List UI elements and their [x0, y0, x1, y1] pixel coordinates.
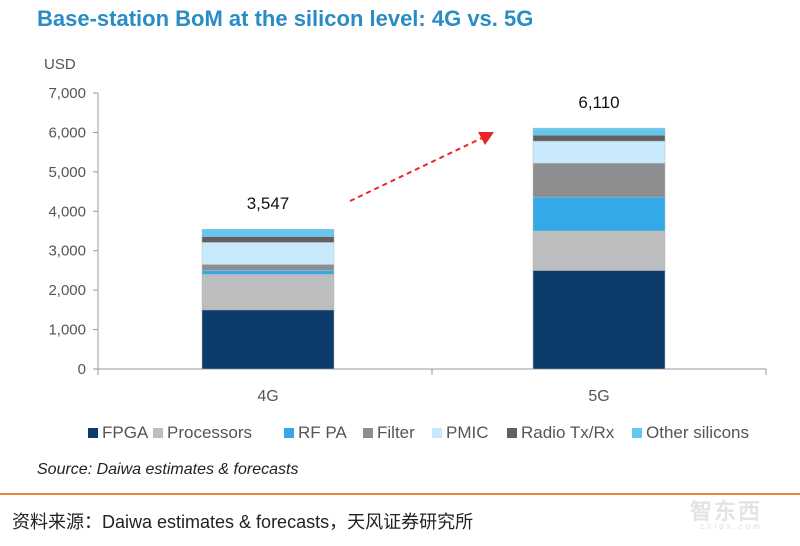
legend-swatch	[284, 428, 294, 438]
legend-item: Other silicons	[632, 423, 749, 443]
total-label: 3,547	[247, 194, 290, 213]
bar-segment-radio-tx-rx	[201, 236, 335, 243]
legend-label: PMIC	[446, 423, 489, 442]
bar-segment-pmic	[532, 140, 666, 164]
legend-label: RF PA	[298, 423, 347, 442]
legend-swatch	[507, 428, 517, 438]
bar-segment-radio-tx-rx	[532, 134, 666, 142]
legend-swatch	[432, 428, 442, 438]
y-tick-label: 5,000	[48, 164, 86, 181]
y-tick-label: 3,000	[48, 243, 86, 260]
x-category-label: 4G	[257, 388, 278, 405]
bar-segment-fpga	[532, 270, 666, 370]
legend-label: Radio Tx/Rx	[521, 423, 615, 442]
bar-segment-other-silicons	[532, 127, 666, 136]
y-tick-label: 1,000	[48, 322, 86, 339]
footer-caption: 资料来源：Daiwa estimates & forecasts，天风证券研究所	[12, 512, 474, 532]
legend-swatch	[153, 428, 163, 438]
legend-label: FPGA	[102, 423, 149, 442]
y-tick-label: 0	[78, 361, 86, 378]
bar-segment-rf-pa	[532, 196, 666, 232]
legend-label: Other silicons	[646, 423, 749, 442]
legend-label: Filter	[377, 423, 415, 442]
y-tick-label: 6,000	[48, 124, 86, 141]
bar-segment-processors	[532, 230, 666, 271]
legend-swatch	[363, 428, 373, 438]
bar-segment-rf-pa	[201, 270, 335, 275]
trend-arrow-head	[478, 132, 494, 145]
y-tick-label: 4,000	[48, 203, 86, 220]
y-axis-unit: USD	[44, 56, 76, 73]
bar-segment-other-silicons	[201, 228, 335, 237]
bar-segment-filter	[201, 264, 335, 271]
y-tick-label: 7,000	[48, 85, 86, 102]
legend-item: FPGA	[88, 423, 148, 443]
total-label: 6,110	[578, 93, 619, 112]
bar-segment-processors	[201, 274, 335, 311]
y-tick-label: 2,000	[48, 282, 86, 299]
chart-title: Base-station BoM at the silicon level: 4…	[37, 6, 534, 31]
legend-item: RF PA	[284, 423, 347, 443]
bar-segment-fpga	[201, 309, 335, 370]
x-category-label: 5G	[588, 388, 609, 405]
legend-item: Radio Tx/Rx	[507, 423, 614, 443]
legend-item: Filter	[363, 423, 415, 443]
legend-label: Processors	[167, 423, 253, 442]
legend-item: PMIC	[432, 423, 489, 443]
bar-segment-pmic	[201, 242, 335, 265]
bar-segment-filter	[532, 162, 666, 198]
watermark-logo: 智东西	[690, 499, 763, 524]
trend-arrow-line	[349, 137, 483, 202]
legend-item: Processors	[153, 423, 252, 443]
source-note: Source: Daiwa estimates & forecasts	[37, 461, 299, 478]
legend-swatch	[632, 428, 642, 438]
divider	[0, 493, 800, 495]
watermark-site: zhidx.com	[700, 522, 764, 531]
legend-swatch	[88, 428, 98, 438]
